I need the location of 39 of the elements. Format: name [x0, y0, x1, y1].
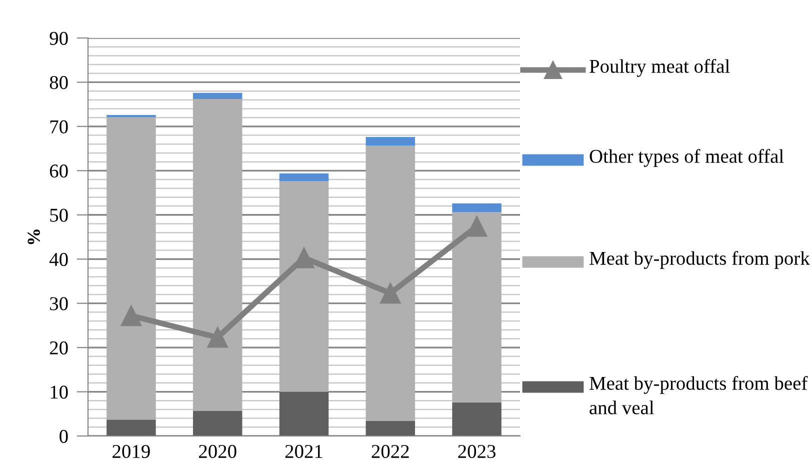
- legend-label: Poultry meat offal: [590, 59, 730, 77]
- bar: [106, 114, 156, 118]
- x-tick-label: 2019: [112, 444, 150, 458]
- bar: [192, 99, 242, 411]
- point: [380, 282, 401, 304]
- bar: [279, 173, 329, 182]
- bar: [366, 137, 416, 146]
- y-tick-label: 0: [60, 430, 68, 443]
- y-tick-label: 30: [50, 297, 68, 310]
- bar: [106, 117, 156, 420]
- legend-label: Other types of meat offal: [590, 149, 784, 167]
- y-tick-label: 20: [50, 341, 68, 354]
- bar: [279, 181, 329, 392]
- bar: [452, 402, 502, 436]
- bar: [452, 203, 502, 212]
- bar: [192, 92, 242, 100]
- y-tick-label: 90: [50, 32, 68, 45]
- legend-label: Meat by-products from beef and veal: [590, 376, 808, 414]
- y-tick-label: 40: [49, 252, 68, 266]
- bar: [192, 410, 242, 436]
- point: [466, 216, 488, 237]
- y-tick-label: 60: [50, 164, 68, 178]
- point: [207, 326, 228, 348]
- point: [120, 305, 142, 326]
- bar: [452, 212, 502, 402]
- y-tick-label: 50: [50, 208, 68, 222]
- x-tick-label: 2020: [199, 444, 236, 458]
- x-tick-label: 2022: [372, 444, 409, 458]
- y-tick-label: 70: [50, 120, 68, 134]
- y-tick-label: 80: [50, 76, 68, 90]
- bar: [106, 420, 156, 436]
- x-tick-label: 2021: [285, 444, 322, 458]
- bar: [279, 392, 329, 436]
- x-tick-label: 2023: [458, 444, 496, 458]
- bar: [366, 145, 416, 421]
- bar: [366, 420, 416, 436]
- y-tick-label: 10: [50, 386, 68, 399]
- y-axis-title: %: [28, 230, 40, 244]
- legend-label: Meat by-products from pork: [590, 251, 810, 269]
